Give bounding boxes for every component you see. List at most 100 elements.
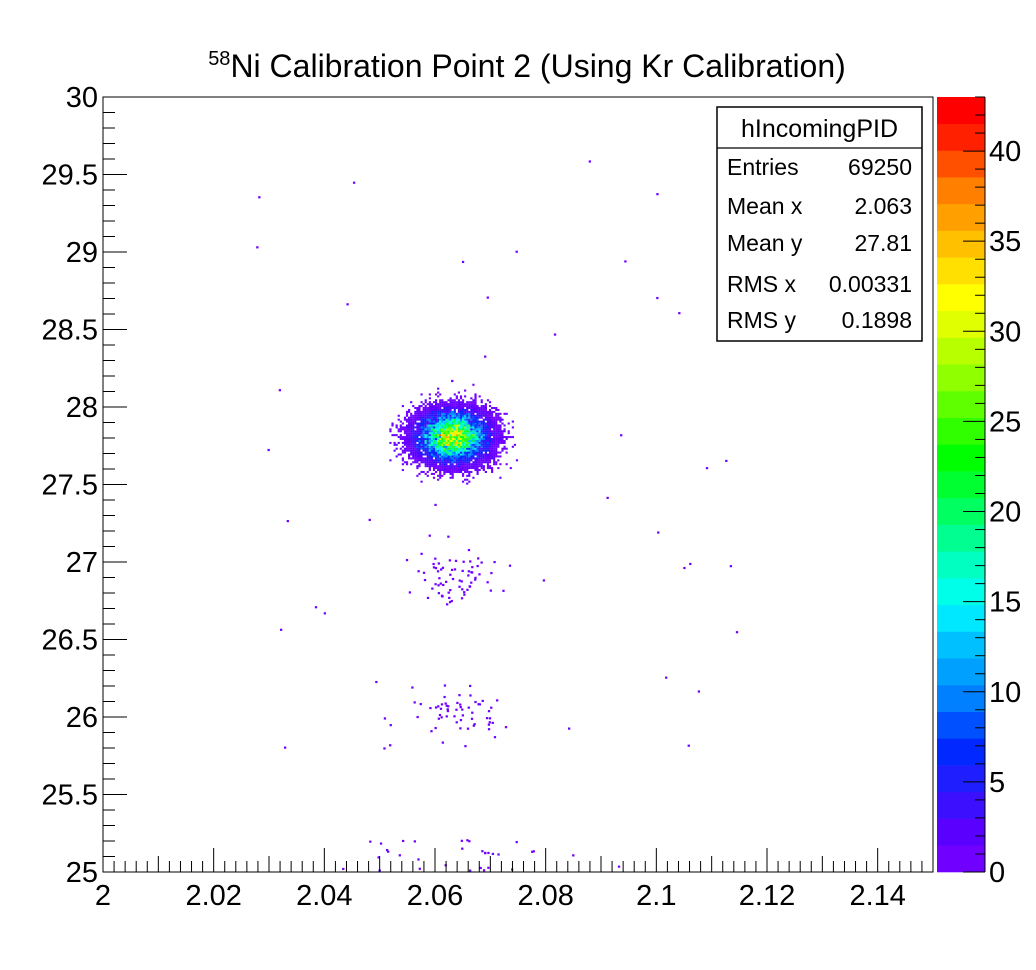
histogram-cell [414, 430, 417, 433]
histogram-cell [426, 403, 429, 406]
histogram-cell [426, 428, 429, 431]
color-palette [937, 97, 985, 873]
histogram-cell [476, 420, 479, 423]
histogram-cell [486, 414, 490, 417]
histogram-cell [451, 379, 454, 383]
histogram-cell [482, 447, 485, 450]
histogram-cell [484, 434, 487, 437]
histogram-cell [464, 451, 467, 454]
histogram-cell [408, 443, 411, 446]
histogram-cell [401, 422, 404, 425]
histogram-cell [443, 418, 446, 421]
histogram-cell [437, 461, 440, 464]
histogram-cell [446, 603, 449, 606]
histogram-cell [443, 401, 446, 404]
histogram-cell [451, 412, 454, 415]
histogram-cell [478, 455, 481, 458]
histogram-cell [472, 476, 475, 479]
histogram-cell [420, 441, 423, 444]
histogram-cell [408, 418, 411, 421]
histogram-cell [472, 449, 475, 452]
histogram-cell [457, 407, 461, 410]
histogram-cell [499, 420, 502, 423]
histogram-cell [445, 715, 448, 718]
histogram-cell [403, 441, 407, 444]
histogram-cell [474, 441, 477, 444]
histogram-cell [426, 407, 429, 410]
histogram-cell [488, 420, 492, 423]
histogram-cell [426, 445, 429, 448]
histogram-cell [480, 443, 483, 446]
histogram-cell [476, 416, 479, 419]
histogram-cell [443, 455, 446, 458]
histogram-cell [451, 430, 454, 433]
histogram-cell [405, 445, 409, 448]
histogram-cell [437, 414, 440, 417]
histogram-cell [459, 418, 463, 421]
histogram-cell [432, 414, 436, 417]
histogram-cell [435, 416, 438, 419]
histogram-cell [507, 432, 510, 435]
histogram-cell [476, 441, 479, 444]
histogram-cell [401, 457, 404, 460]
histogram-cell [474, 397, 477, 400]
histogram-cell [478, 408, 481, 411]
histogram-cell [495, 420, 498, 423]
histogram-cell [449, 407, 452, 410]
histogram-cell [499, 428, 502, 431]
histogram-cell [453, 447, 456, 450]
histogram-cell [414, 434, 417, 437]
histogram-cell [495, 461, 498, 464]
histogram-cell [438, 713, 442, 717]
z-tick-label: 5 [989, 767, 1005, 799]
histogram-cell [468, 441, 471, 444]
histogram-cell [426, 451, 429, 454]
histogram-cell [486, 434, 490, 437]
histogram-cell [428, 455, 431, 458]
histogram-cell [461, 401, 465, 404]
histogram-cell [468, 459, 471, 462]
histogram-cell [413, 840, 416, 843]
histogram-cell [441, 453, 444, 456]
histogram-cell [474, 401, 477, 404]
histogram-cell [420, 480, 423, 483]
histogram-cell [432, 441, 436, 444]
histogram-cell [420, 436, 423, 439]
y-tick-label: 29 [66, 237, 98, 269]
histogram-cell [437, 453, 440, 456]
histogram-cell [457, 426, 461, 429]
histogram-cell [437, 474, 440, 477]
histogram-cell [408, 434, 411, 437]
histogram-cell [499, 463, 502, 466]
histogram-cell [453, 407, 456, 410]
histogram-cell [480, 430, 483, 433]
histogram-cell [478, 416, 481, 419]
histogram-cell [437, 705, 440, 708]
histogram-cell [474, 407, 477, 410]
histogram-cell [430, 422, 434, 425]
histogram-cell [491, 438, 494, 441]
palette-swatch [937, 310, 985, 338]
histogram-cell [422, 438, 425, 441]
histogram-cell [461, 569, 464, 573]
histogram-cell [455, 428, 458, 431]
histogram-cell [428, 453, 431, 456]
histogram-cell [420, 426, 423, 429]
histogram-cell [442, 583, 445, 587]
histogram-cell [432, 436, 436, 439]
histogram-cell [484, 453, 487, 456]
histogram-cell [422, 416, 425, 419]
histogram-cell [476, 428, 479, 431]
histogram-cell [441, 443, 444, 446]
histogram-cell [447, 461, 450, 464]
histogram-cell [472, 432, 475, 435]
histogram-cell [256, 246, 259, 249]
histogram-cell [439, 455, 442, 458]
histogram-cell [459, 426, 463, 429]
histogram-cell [457, 443, 461, 446]
histogram-cell [447, 453, 450, 456]
histogram-cell [473, 723, 476, 726]
histogram-cell [416, 416, 419, 419]
histogram-cell [445, 441, 448, 444]
histogram-cell [435, 467, 438, 470]
